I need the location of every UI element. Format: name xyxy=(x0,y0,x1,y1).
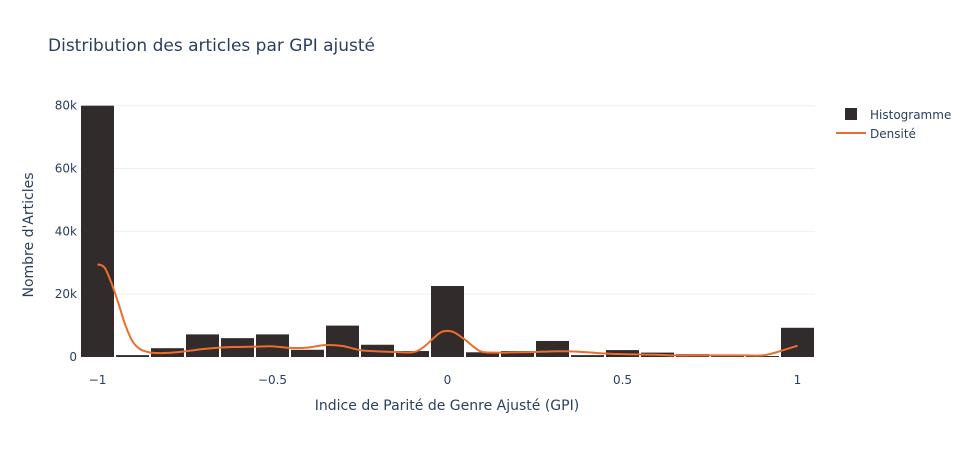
histogram-bar[interactable] xyxy=(571,355,604,357)
histogram-bar[interactable] xyxy=(326,325,359,357)
chart-title: Distribution des articles par GPI ajusté xyxy=(48,36,375,56)
histogram-bar[interactable] xyxy=(781,327,814,357)
histogram-bar[interactable] xyxy=(746,356,779,357)
histogram-bar[interactable] xyxy=(396,351,429,357)
grid xyxy=(80,105,815,295)
y-axis-ticks: 0 20k 40k 60k 80k xyxy=(55,99,77,364)
y-tick-label: 60k xyxy=(55,162,77,176)
x-axis-ticks: −1 −0.5 0 0.5 1 xyxy=(89,373,802,387)
legend: Histogramme Densité xyxy=(836,108,951,141)
histogram-bar[interactable] xyxy=(536,340,569,357)
histogram-bar[interactable] xyxy=(186,334,219,357)
histogram-bar[interactable] xyxy=(81,105,114,358)
y-tick-label: 0 xyxy=(69,350,77,364)
density-curve[interactable] xyxy=(97,263,798,357)
y-axis-title: Nombre d'Articles xyxy=(21,172,37,297)
legend-item-histogramme[interactable]: Histogramme xyxy=(845,108,951,122)
x-tick-label: 1 xyxy=(794,373,802,387)
density-line xyxy=(97,263,798,357)
legend-swatch-histogramme xyxy=(845,108,857,120)
y-tick-label: 40k xyxy=(55,224,77,238)
x-axis-title: Indice de Parité de Genre Ajusté (GPI) xyxy=(315,398,579,414)
y-tick-label: 20k xyxy=(55,287,77,301)
x-tick-label: 0.5 xyxy=(613,373,632,387)
x-tick-label: 0 xyxy=(444,373,452,387)
legend-label-densite: Densité xyxy=(870,127,916,141)
histogram-bar[interactable] xyxy=(431,286,464,357)
x-tick-label: −0.5 xyxy=(258,373,287,387)
y-tick-label: 80k xyxy=(55,99,77,113)
legend-item-densite[interactable]: Densité xyxy=(836,127,916,141)
histogram-bar[interactable] xyxy=(466,352,499,357)
histogram-bar[interactable] xyxy=(116,355,149,357)
legend-label-histogramme: Histogramme xyxy=(870,108,951,122)
x-tick-label: −1 xyxy=(89,373,107,387)
histogram-bar[interactable] xyxy=(291,349,324,357)
histogram-bar[interactable] xyxy=(501,351,534,357)
